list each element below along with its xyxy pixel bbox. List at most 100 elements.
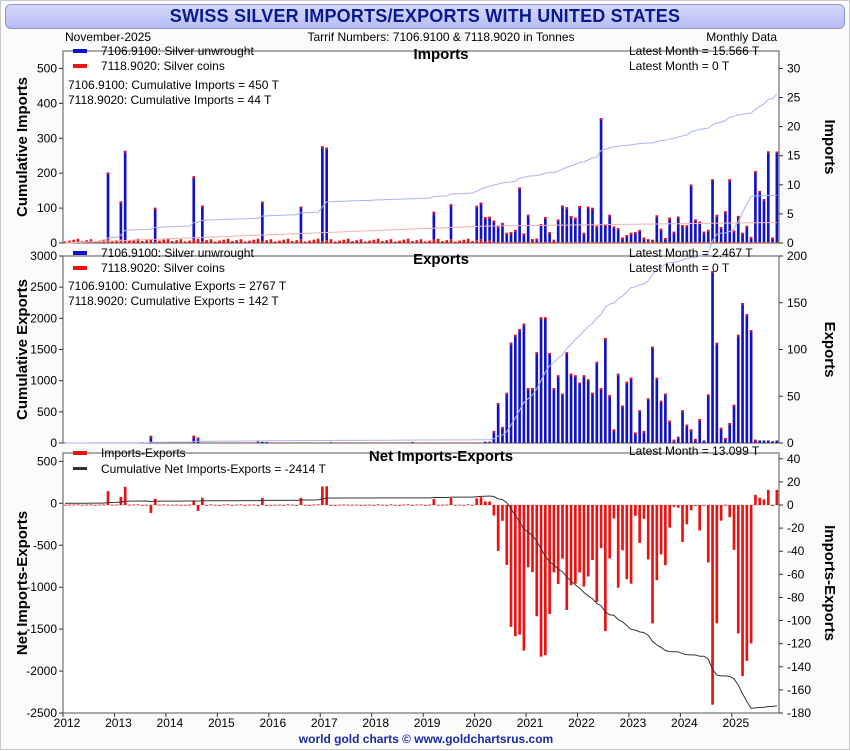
net-bar	[390, 504, 393, 505]
imports-bar-unwrought	[493, 221, 496, 243]
net-bar	[81, 505, 84, 506]
exports-bar-cap	[557, 375, 560, 377]
exports-bar-unwrought	[257, 442, 260, 443]
exports-bar-cap	[720, 428, 723, 430]
imports-bar-coins	[240, 239, 243, 243]
header-frequency: Monthly Data	[706, 30, 777, 44]
net-bar	[364, 505, 367, 506]
net-bar	[300, 498, 303, 505]
net-bar	[664, 505, 667, 565]
imports-bar-coins	[300, 239, 303, 243]
net-bar	[741, 505, 744, 676]
imports-bar-cap	[703, 232, 706, 234]
imports-bar-coins	[617, 242, 620, 243]
imports-bar-cap	[505, 233, 508, 235]
panel-net-ytick-right-label: -40	[787, 544, 805, 558]
imports-bar-coins	[518, 242, 521, 243]
imports-bar-unwrought	[300, 207, 303, 240]
panel-imports-ytick-right-label: 5	[787, 207, 794, 221]
net-bar	[197, 505, 200, 511]
exports-bar-cap	[746, 314, 749, 316]
exports-bar-cap	[677, 437, 680, 439]
net-bar	[561, 505, 564, 559]
imports-bar-cap	[488, 217, 491, 219]
net-bar	[638, 505, 641, 543]
imports-bar-cap	[548, 232, 551, 234]
net-legend-cumulative: Cumulative Net Imports-Exports = -2414 T	[101, 462, 327, 476]
imports-bar-coins	[677, 242, 680, 243]
net-legend-swatch-cumulative	[73, 467, 87, 470]
net-bar	[574, 505, 577, 584]
imports-bar-cap	[758, 191, 761, 193]
panel-net-ytick-right-label: -100	[787, 614, 811, 628]
exports-bar-coins	[218, 442, 221, 443]
net-bar	[535, 505, 538, 616]
exports-bar-cap	[591, 393, 594, 395]
net-bar	[145, 505, 148, 506]
imports-bar-cap	[638, 230, 641, 232]
panel-exports-ytick-left-label: 1500	[30, 343, 57, 357]
exports-bar-unwrought	[617, 374, 620, 443]
imports-bar-coins	[291, 241, 294, 243]
imports-bar-coins	[437, 239, 440, 243]
net-bar	[655, 505, 658, 580]
panel-net-ytick-right-label: 0	[787, 498, 794, 512]
imports-bar-coins	[167, 239, 170, 243]
exports-bar-cap	[733, 405, 736, 407]
net-bar	[222, 505, 225, 506]
imports-bar-unwrought	[776, 152, 779, 243]
imports-bar-coins	[527, 242, 530, 243]
imports-bar-cap	[120, 201, 123, 203]
net-bar	[304, 505, 307, 506]
exports-bar-unwrought	[685, 425, 688, 443]
imports-bar-coins	[681, 242, 684, 243]
imports-bar-coins	[467, 239, 470, 243]
imports-legend-unwrought: 7106.9100: Silver unwrought	[101, 44, 254, 58]
imports-bar-coins	[180, 239, 183, 243]
net-bar	[660, 505, 663, 554]
imports-bar-coins	[493, 242, 496, 243]
exports-bar-unwrought	[591, 393, 594, 443]
net-bar	[385, 505, 388, 506]
imports-bar-coins	[428, 241, 431, 243]
imports-bar-coins	[600, 242, 603, 243]
imports-bar-coins	[390, 239, 393, 243]
net-bar	[287, 504, 290, 505]
imports-bar-unwrought	[321, 146, 324, 241]
imports-bar-coins	[613, 242, 616, 243]
net-bar	[527, 505, 530, 567]
exports-bar-cap	[673, 440, 676, 442]
net-bar	[540, 505, 543, 657]
imports-bar-coins	[398, 241, 401, 243]
imports-bar-coins	[197, 239, 200, 243]
net-bar	[210, 504, 213, 505]
net-bar	[450, 498, 453, 505]
net-bar	[634, 505, 637, 516]
net-bar	[64, 505, 67, 506]
panel-net-title: Net Imports-Exports	[369, 448, 513, 465]
net-bar	[458, 505, 461, 506]
exports-bar-unwrought	[613, 429, 616, 443]
imports-bar-coins	[458, 241, 461, 243]
header-tariff: Tarrif Numbers: 7106.9100 & 7118.9020 in…	[307, 30, 574, 44]
exports-bar-coins	[282, 442, 285, 443]
exports-bar-coins	[450, 442, 453, 443]
imports-bar-cap	[630, 233, 633, 235]
panel-exports-ytick-right-label: 200	[787, 249, 807, 263]
net-bar	[463, 505, 466, 506]
exports-bar-unwrought	[578, 382, 581, 442]
panel-imports-ylabel-left: Cumulative Imports	[14, 77, 31, 217]
imports-bar-cap	[720, 227, 723, 229]
exports-bar-cap	[595, 362, 598, 364]
imports-bar-coins	[565, 242, 568, 243]
imports-bar-cap	[475, 206, 478, 208]
net-bar	[763, 499, 766, 505]
imports-bar-coins	[741, 242, 744, 243]
net-bar	[471, 505, 474, 506]
exports-bar-unwrought	[265, 442, 268, 443]
net-bar	[776, 490, 779, 505]
imports-bar-cap	[192, 176, 195, 178]
exports-bar-cap	[724, 438, 727, 440]
imports-bar-coins	[364, 242, 367, 243]
panel-net-area	[63, 453, 779, 713]
